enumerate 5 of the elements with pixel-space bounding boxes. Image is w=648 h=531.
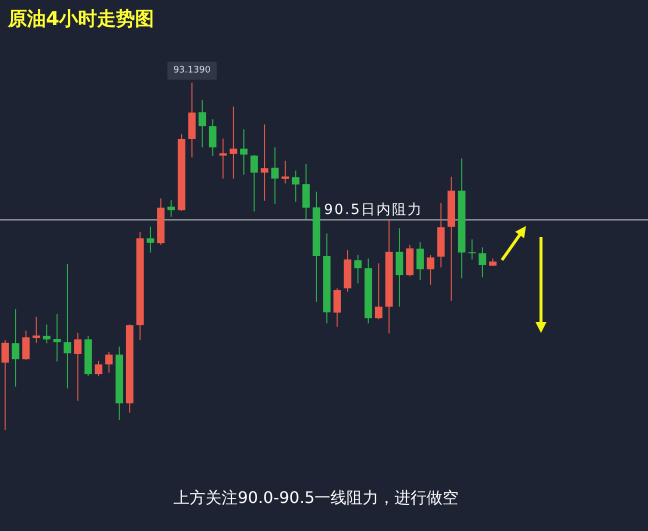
value-tag: 93.1390	[167, 62, 217, 80]
chart-title: 原油4小时走势图	[7, 8, 154, 30]
annotation: 93.1390	[173, 66, 211, 76]
text: 上方关注90.0-90.5一线阻力，进行做空	[174, 488, 459, 507]
ref-line-label: 90.5日内阻力	[324, 202, 424, 218]
